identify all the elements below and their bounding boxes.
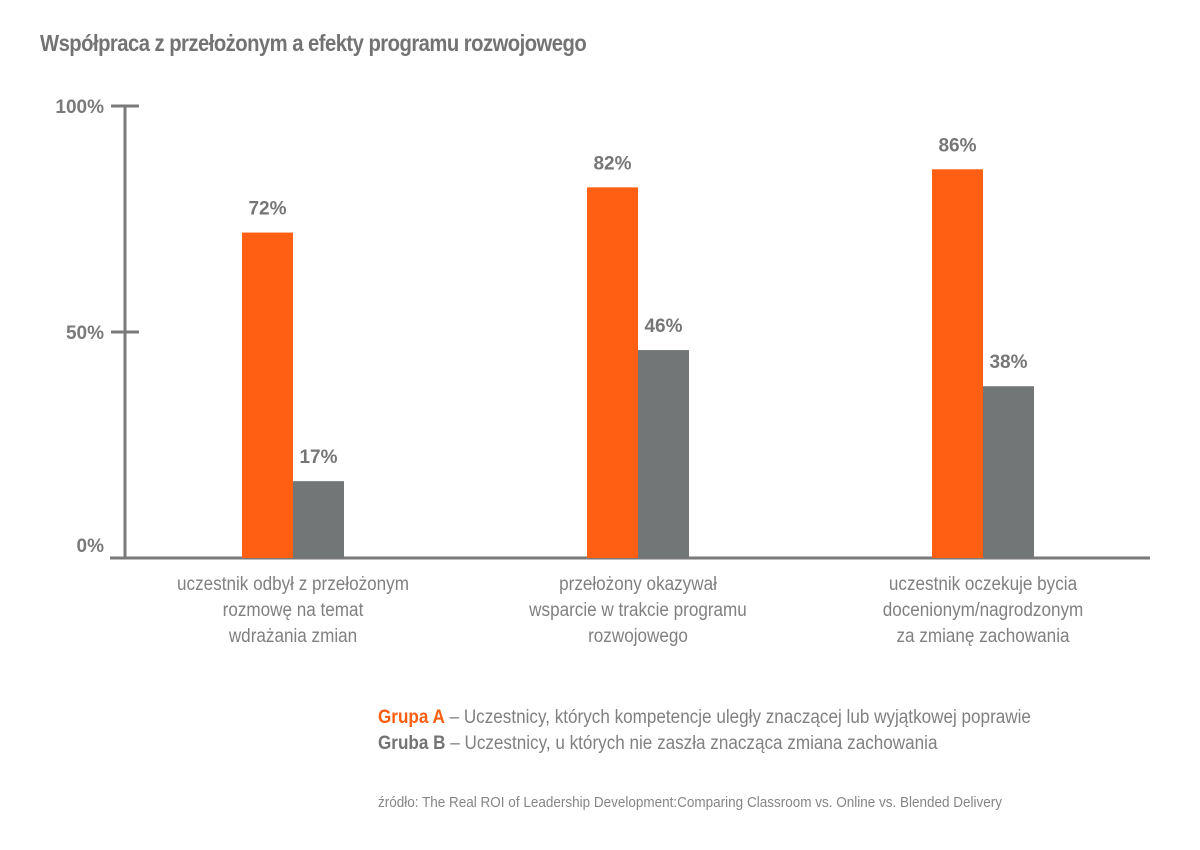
bar-group-a bbox=[932, 169, 983, 558]
data-label: 72% bbox=[248, 199, 286, 220]
bars bbox=[242, 169, 1034, 559]
data-label: 38% bbox=[989, 352, 1027, 373]
chart-title: Współpraca z przełożonym a efekty progra… bbox=[40, 30, 587, 56]
legend-item-a: Grupa A – Uczestnicy, których kompetencj… bbox=[378, 705, 1031, 731]
legend-key-b: Gruba B bbox=[378, 733, 446, 754]
bar-group-a bbox=[242, 232, 293, 558]
legend-item-b: Gruba B – Uczestnicy, u których nie zasz… bbox=[378, 731, 1031, 757]
legend-key-a: Grupa A bbox=[378, 707, 445, 728]
y-tick-label: 100% bbox=[55, 97, 104, 118]
bar-group-b bbox=[293, 481, 344, 558]
bar-group-a bbox=[587, 187, 638, 559]
data-label: 82% bbox=[593, 153, 631, 174]
source-note: źródło: The Real ROI of Leadership Devel… bbox=[378, 794, 1003, 811]
x-tick-label: przełożony okazywał wsparcie w trakcie p… bbox=[529, 574, 747, 647]
data-label: 17% bbox=[299, 447, 337, 468]
x-tick-label: uczestnik odbył z przełożonym rozmowę na… bbox=[177, 574, 409, 647]
data-label: 86% bbox=[938, 135, 976, 156]
bar-group-b bbox=[638, 350, 689, 558]
y-tick-label: 50% bbox=[66, 323, 104, 344]
legend-text-a: – Uczestnicy, których kompetencje uległy… bbox=[444, 707, 1031, 728]
legend-text-b: – Uczestnicy, u których nie zaszła znacz… bbox=[445, 733, 938, 754]
bar-group-b bbox=[983, 386, 1034, 558]
y-tick-label: 0% bbox=[77, 536, 105, 557]
x-tick-label: uczestnik oczekuje bycia docenionym/nagr… bbox=[882, 574, 1084, 647]
legend: Grupa A – Uczestnicy, których kompetencj… bbox=[378, 705, 1031, 757]
data-label: 46% bbox=[644, 316, 682, 337]
data-labels: 72% 17% 82% 46% 86% 38% bbox=[248, 135, 1027, 468]
